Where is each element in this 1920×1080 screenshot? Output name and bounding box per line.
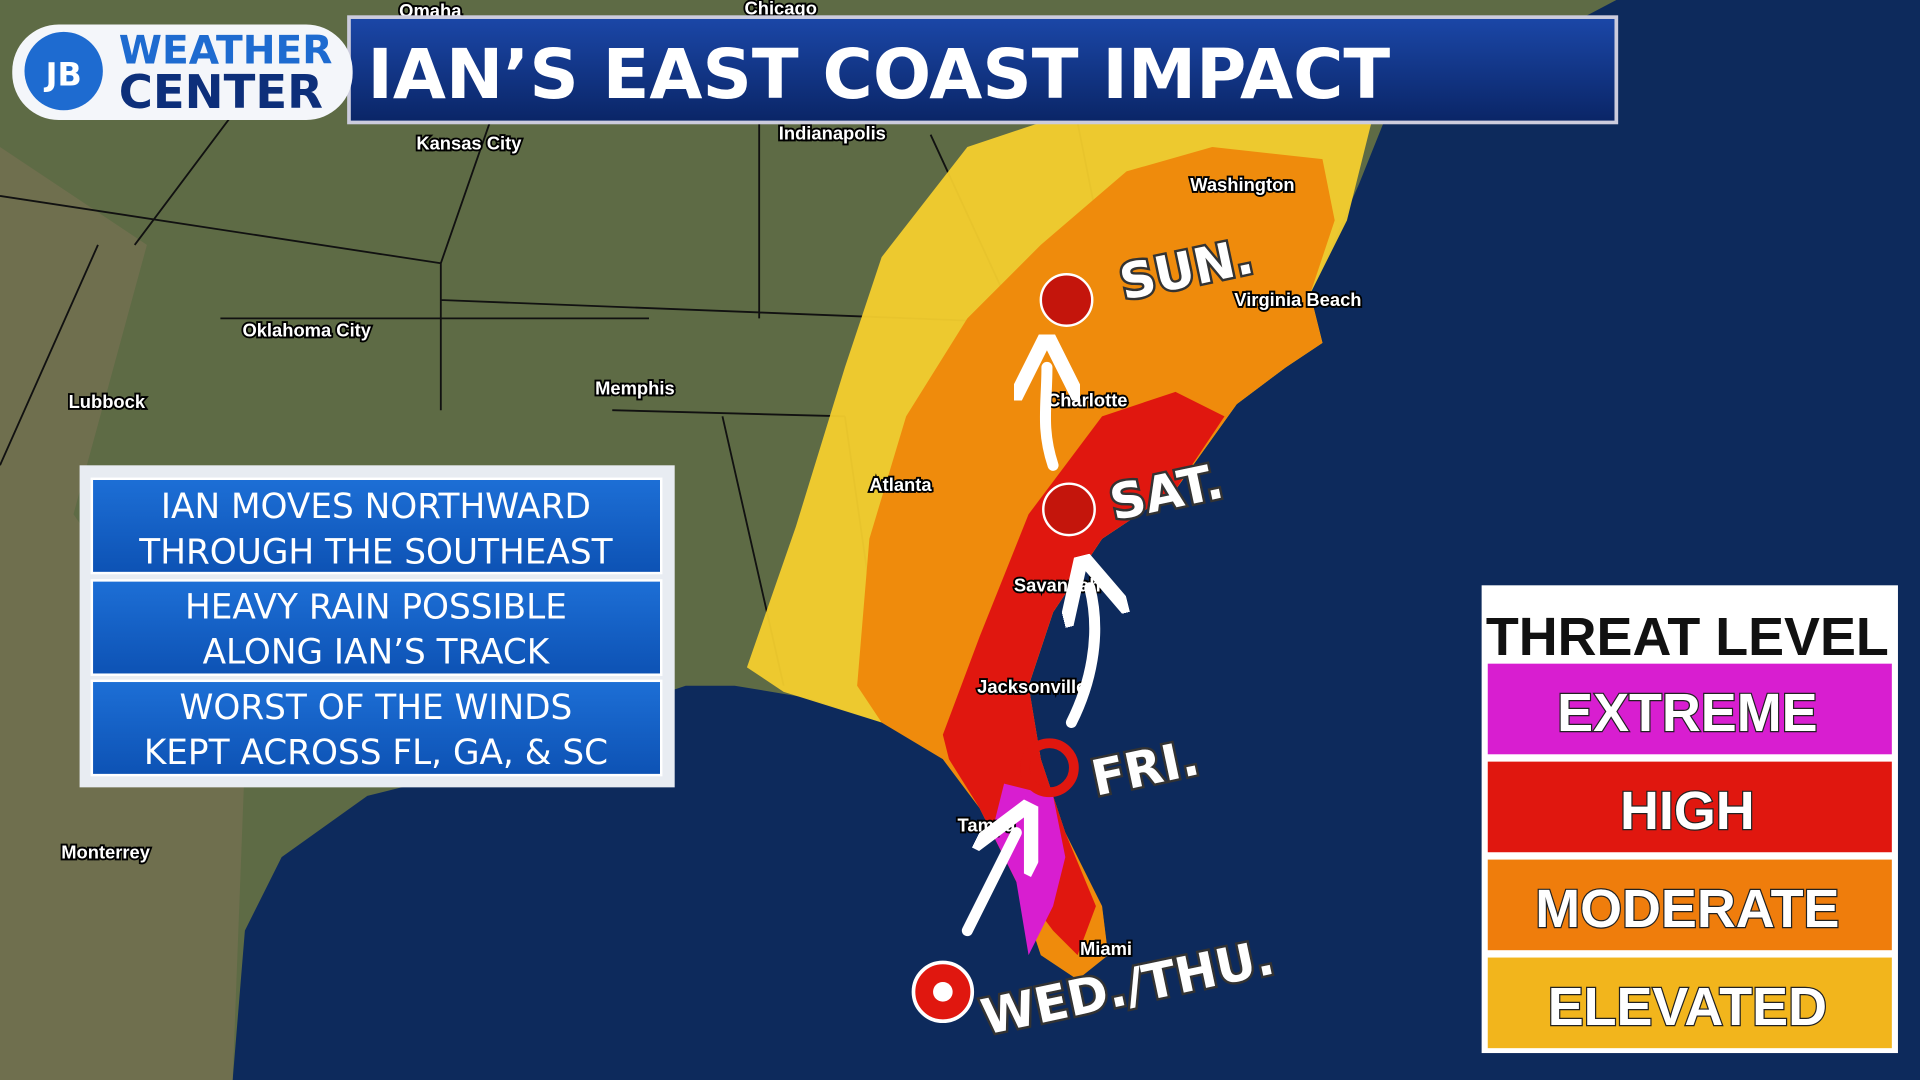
legend-label: MODERATE: [1535, 879, 1839, 939]
city-label: Virginia Beach: [1234, 289, 1361, 310]
city-label: Lubbock: [69, 391, 146, 412]
hurricane-eye: [933, 982, 953, 1002]
info-box: [90, 477, 663, 575]
logo: [12, 24, 353, 121]
legend-swatch: [1485, 857, 1895, 953]
info-panel: IAN MOVES NORTHWARD THROUGH THE SOUTHEAS…: [79, 465, 675, 788]
info-box: [90, 579, 663, 676]
city-label: Kansas City: [416, 132, 522, 153]
legend-title: THREAT LEVEL: [1486, 607, 1889, 667]
info-line: KEPT ACROSS FL, GA, & SC: [144, 733, 608, 773]
city-label: Atlanta: [869, 474, 932, 495]
city-label: Monterrey: [61, 841, 151, 862]
title: IAN’S EAST COAST IMPACT: [367, 35, 1390, 115]
city-label: Charlotte: [1047, 390, 1128, 411]
city-label: Tampa: [958, 814, 1017, 835]
info-line: ALONG IAN’S TRACK: [203, 633, 551, 673]
legend-label: EXTREME: [1557, 683, 1817, 743]
legend: THREAT LEVEL EXTREME HIGH MODERATE ELEVATED: [1481, 585, 1898, 1054]
info-box: [90, 679, 663, 777]
legend-swatch: [1485, 759, 1895, 855]
header: IAN’S EAST COAST IMPACT JB WEATHER CENTE…: [12, 15, 1619, 125]
low-icon: [1042, 482, 1096, 537]
city-label: Oklahoma City: [242, 320, 371, 341]
city-label: Washington: [1190, 174, 1294, 195]
logo-line1: WEATHER: [119, 29, 333, 74]
city-label: Memphis: [595, 377, 675, 398]
legend-swatch: [1485, 661, 1895, 757]
low-icon: [1039, 273, 1094, 327]
track-arrow: [1071, 588, 1094, 728]
info-line: WORST OF THE WINDS: [180, 688, 573, 728]
legend-swatch: [1485, 955, 1895, 1051]
legend-label: ELEVATED: [1548, 977, 1827, 1037]
logo-line2: CENTER: [119, 65, 323, 119]
track: [961, 367, 1094, 937]
track-arrow: [1045, 367, 1053, 471]
city-label: Miami: [1080, 938, 1132, 959]
city-label: Jacksonville: [977, 676, 1086, 697]
logo-initials: JB: [44, 56, 82, 94]
legend-label: HIGH: [1620, 781, 1755, 841]
track-arrow: [961, 833, 1016, 937]
title-bar: [347, 15, 1619, 125]
storm-icon: [1019, 738, 1079, 798]
logo-badge: [24, 31, 103, 111]
storm-icons: [911, 273, 1096, 1024]
info-line: THROUGH THE SOUTHEAST: [138, 532, 613, 572]
info-line: IAN MOVES NORTHWARD: [161, 487, 591, 527]
city-label: Indianapolis: [779, 123, 886, 144]
info-line: HEAVY RAIN POSSIBLE: [185, 587, 567, 627]
